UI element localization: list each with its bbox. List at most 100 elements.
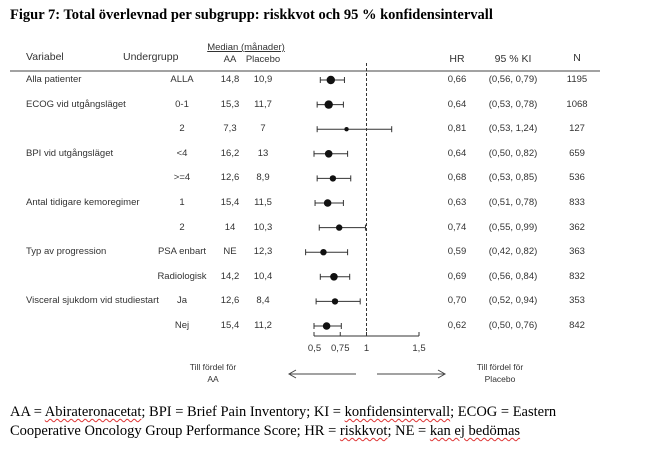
row-subgroup: Ja (176, 295, 188, 307)
hr-point (329, 175, 337, 182)
x-tick-label: 1,5 (412, 343, 426, 354)
row-hr: 0,74 (447, 221, 467, 233)
x-tick-label: 0,5 (307, 343, 322, 354)
row-median-aa: 12,6 (220, 295, 240, 307)
row-variable: Visceral sjukdom vid studiestart (26, 295, 159, 307)
row-variable: Antal tidigare kemoregimer (26, 197, 140, 208)
row-n: 353 (569, 295, 585, 307)
caption-segment: AA = (10, 404, 45, 420)
row-ci: (0,56, 0,79) (488, 74, 538, 85)
row-median-aa: 14,2 (220, 270, 240, 282)
caption-line-2: Cooperative Oncology Group Performance S… (10, 423, 520, 440)
header-aa: AA (223, 54, 237, 65)
favors-placebo-line1: Till fördel för (476, 362, 524, 372)
header-subgroup: Undergrupp (123, 51, 179, 63)
row-median-placebo: 8,9 (256, 172, 270, 184)
row-n: 832 (569, 270, 585, 282)
row-variable: BPI vid utgångsläget (26, 147, 114, 159)
row-median-placebo: 11,2 (254, 320, 272, 331)
row-ci: (0,53, 0,78) (488, 98, 538, 110)
row-hr: 0,63 (447, 197, 467, 208)
row-ci: (0,50, 0,76) (488, 320, 538, 331)
header-median: Median (månader) (207, 42, 285, 53)
row-subgroup: <4 (176, 147, 188, 159)
caption-segment: ; BPI = Brief Pain Inventory; KI = (141, 404, 345, 420)
row-ci: (0,56, 0,84) (488, 270, 538, 282)
caption-segment: ; ECOG = Eastern (450, 404, 557, 420)
row-subgroup: >=4 (173, 172, 191, 184)
caption-segment: konfidensintervall (344, 404, 451, 420)
row-median-aa: 15,4 (220, 320, 240, 331)
header-variable: Variabel (26, 51, 64, 63)
row-median-aa: 15,3 (220, 98, 240, 110)
row-median-placebo: 12,3 (253, 246, 273, 258)
header-hr: HR (449, 53, 465, 65)
row-subgroup: 0-1 (175, 98, 189, 110)
row-n: 536 (569, 172, 585, 184)
row-median-aa: 14 (224, 221, 236, 233)
row-n: 842 (569, 320, 585, 331)
hr-point (330, 273, 338, 281)
row-variable: Typ av progression (26, 246, 107, 258)
row-subgroup: ALLA (170, 74, 194, 85)
row-median-aa: 14,8 (220, 74, 240, 85)
row-n: 127 (569, 123, 585, 135)
hr-point (322, 322, 331, 330)
row-ci: (0,42, 0,82) (488, 246, 538, 258)
hr-point (323, 199, 332, 207)
row-subgroup: 2 (179, 123, 185, 135)
row-variable: Alla patienter (26, 74, 82, 85)
row-n: 833 (569, 197, 585, 208)
row-ci: (0,52, 0,94) (488, 295, 538, 307)
row-ci: (0,55, 0,99) (488, 221, 538, 233)
row-ci: (0,51, 0,78) (488, 197, 538, 208)
x-tick-label: 1 (363, 343, 370, 354)
row-hr: 0,64 (447, 147, 467, 159)
hr-point (324, 100, 333, 109)
row-median-aa: 16,2 (220, 147, 240, 159)
header-ci: 95 % KI (494, 53, 532, 65)
row-subgroup: Nej (174, 320, 190, 331)
hr-point (336, 224, 343, 231)
row-median-aa: 12,6 (220, 172, 240, 184)
favors-aa-line1: Till fördel för (189, 362, 237, 372)
row-hr: 0,81 (447, 123, 467, 135)
row-n: 1195 (566, 74, 588, 85)
hr-point (331, 298, 339, 305)
caption-segment: Abirateronacetat (44, 404, 142, 420)
row-ci: (0,50, 0,82) (488, 147, 538, 159)
hr-point (326, 75, 335, 85)
row-n: 659 (569, 147, 585, 159)
row-subgroup: 1 (179, 197, 185, 208)
x-tick-label: 0,75 (331, 343, 350, 354)
row-median-placebo: 11,7 (254, 98, 272, 110)
arrow-right-head (437, 369, 447, 379)
hr-point (324, 150, 333, 158)
row-median-aa: NE (223, 246, 237, 258)
row-ci: (0,53, 1,24) (488, 123, 538, 135)
row-median-placebo: 11,5 (254, 197, 272, 208)
favors-placebo-line2: Placebo (484, 374, 516, 384)
row-subgroup: PSA enbart (157, 246, 207, 258)
row-n: 1068 (566, 98, 588, 110)
row-variable: ECOG vid utgångsläget (26, 98, 126, 110)
row-median-placebo: 7 (260, 123, 266, 135)
row-n: 363 (569, 246, 585, 258)
caption-line-1: AA = Abirateronacetat; BPI = Brief Pain … (10, 404, 556, 421)
row-hr: 0,59 (447, 246, 467, 258)
figure-title: Figur 7: Total överlevnad per subgrupp: … (10, 7, 493, 23)
row-subgroup: 2 (179, 221, 185, 233)
row-median-placebo: 10,4 (253, 270, 273, 282)
hr-point (320, 249, 327, 256)
row-median-aa: 7,3 (223, 123, 237, 135)
header-placebo: Placebo (245, 54, 281, 65)
row-hr: 0,64 (447, 98, 467, 110)
row-hr: 0,66 (447, 74, 467, 85)
row-hr: 0,68 (447, 172, 467, 184)
row-hr: 0,62 (447, 320, 467, 331)
row-median-placebo: 10,3 (253, 221, 273, 233)
arrow-left-head (287, 369, 297, 379)
caption-segment: kan ej bedömas (429, 423, 521, 439)
